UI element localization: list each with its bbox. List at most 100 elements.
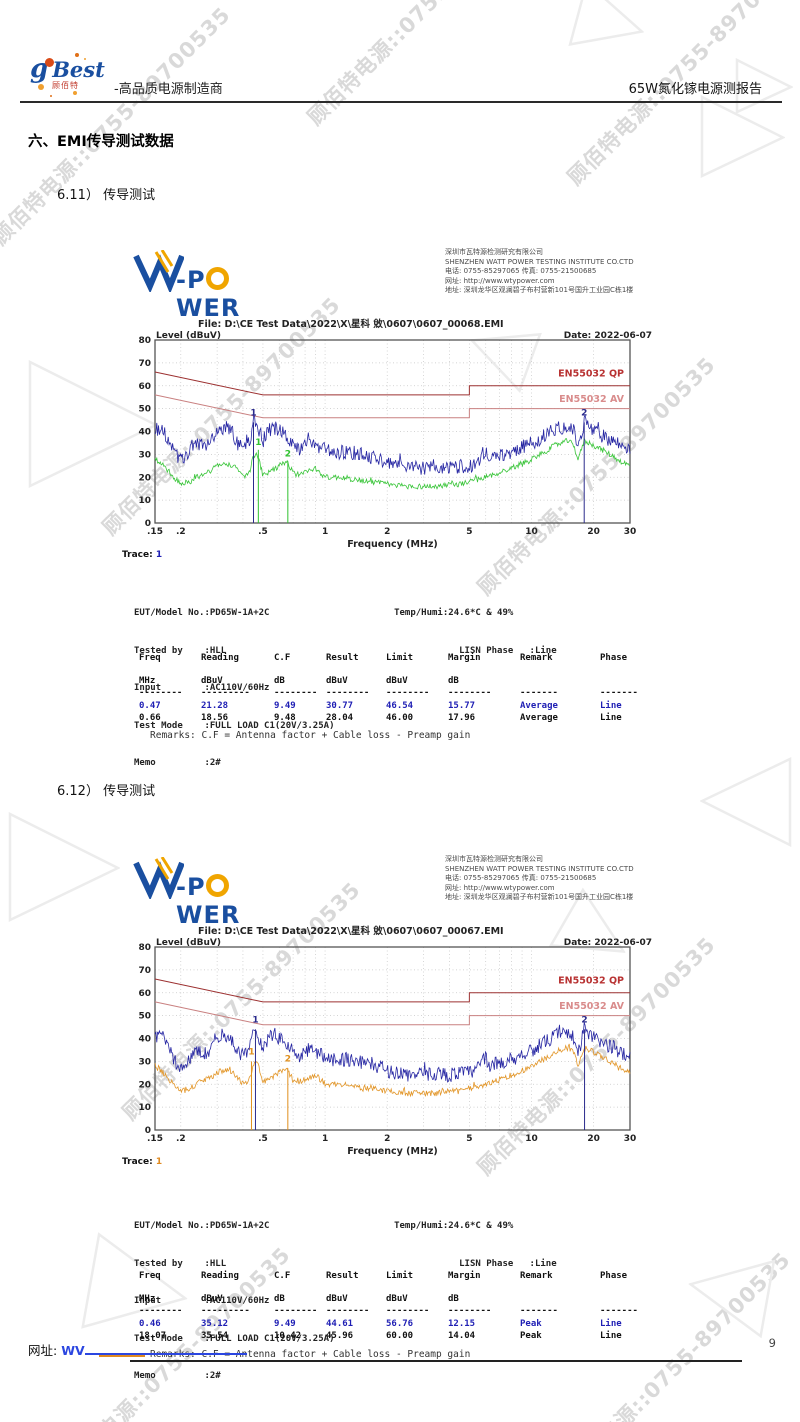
emi-chart-1: 0 10 20 30 40 50 60 70 80 .15 .2 .5 1 2 5 10 20 30 Frequen… — [138, 336, 637, 550]
svg-text:80: 80 — [138, 943, 151, 953]
emi-chart-2: 0 10 20 30 40 50 60 70 80 .15 .2 .5 1 2 5 10 20 30 Frequen… — [138, 943, 636, 1157]
svg-text:.2: .2 — [176, 527, 186, 537]
svg-text:20: 20 — [138, 473, 151, 483]
lab-website: 网址: http://www.wtypower.com — [445, 276, 555, 285]
svg-text:20: 20 — [138, 1080, 151, 1090]
svg-text:40: 40 — [138, 1035, 151, 1045]
svg-text:5: 5 — [466, 527, 472, 537]
table-row: Freq Reading C.F Result Limit Margin Remark Pha… — [139, 1271, 628, 1281]
svg-text:60: 60 — [138, 989, 151, 999]
results-table: Freq Reading C.F Result Limit Margin Remark Pha… — [134, 1270, 653, 1343]
triangle-watermark-icon — [700, 95, 785, 178]
svg-text:.2: .2 — [176, 1134, 186, 1144]
svg-text:1: 1 — [248, 1048, 254, 1058]
watermark-text: 顾佰特电源::0755-89700535 — [0, 2, 236, 250]
svg-text:2: 2 — [384, 527, 390, 537]
svg-text:2: 2 — [285, 450, 291, 460]
wpower-logo-text: -PWER — [176, 266, 241, 322]
trace-label: Trace: 1 — [122, 550, 163, 560]
svg-text:2: 2 — [581, 1015, 587, 1025]
gobest-logo-dot-icon — [45, 58, 55, 67]
svg-text:EN55032 AV: EN55032 AV — [559, 394, 625, 405]
svg-text:10: 10 — [138, 496, 151, 506]
file-path: File: D:\CE Test Data\2022\X\星科 敓\0607\0… — [198, 319, 504, 330]
gear-icon — [205, 874, 229, 897]
header-report-title: 65W氮化镓电源测报告 — [628, 82, 762, 97]
section-heading: 六、EMI传导测试数据 — [28, 134, 174, 150]
triangle-watermark-icon — [687, 1259, 776, 1339]
svg-text:5: 5 — [466, 1134, 472, 1144]
lab-name-en: SHENZHEN WATT POWER TESTING INSTITUTE CO… — [445, 257, 634, 266]
table-row: 0.47 21.28 9.49 30.77 46.54 15.77 Average Line — [139, 700, 622, 711]
svg-text:2: 2 — [581, 408, 587, 418]
lab-phone: 电话: 0755-85297065 传真: 0755-21500685 — [445, 874, 597, 882]
footer-site-link[interactable]: WV — [61, 1343, 85, 1358]
svg-text:2: 2 — [285, 1054, 291, 1064]
test-report-1: -PWER 深圳市瓦特源检测研究有限公司 SHENZHEN WATT POWER… — [120, 248, 685, 768]
svg-text:.15: .15 — [147, 1134, 163, 1144]
svg-text:60: 60 — [138, 382, 151, 392]
svg-text:30: 30 — [624, 527, 637, 537]
svg-text:1: 1 — [252, 1015, 258, 1025]
footer-divider — [130, 1360, 742, 1362]
wpower-w-icon — [133, 249, 185, 294]
lab-address: 地址: 深圳龙华区观澜碧子布村营新101号国升工业园C栋1楼 — [445, 893, 634, 901]
triangle-watermark-icon — [568, 0, 645, 46]
svg-text:1: 1 — [250, 408, 256, 418]
gobest-logo-subtext: 顾佰特 — [52, 81, 79, 90]
svg-text:20: 20 — [587, 1134, 600, 1144]
svg-text:EN55032 QP: EN55032 QP — [558, 976, 624, 987]
svg-text:.5: .5 — [258, 527, 268, 537]
svg-text:EN55032 AV: EN55032 AV — [559, 1001, 625, 1012]
svg-text:10: 10 — [138, 1103, 151, 1113]
lab-address: 地址: 深圳龙华区观澜碧子布村营新101号国升工业园C栋1楼 — [445, 286, 634, 294]
svg-text:20: 20 — [587, 527, 600, 537]
subsection-612: 6.12） 传导测试 — [57, 784, 156, 799]
svg-text:Frequency (MHz): Frequency (MHz) — [347, 539, 438, 550]
svg-text:Frequency (MHz): Frequency (MHz) — [347, 1146, 438, 1157]
page-number: 9 — [768, 1336, 776, 1350]
svg-text:50: 50 — [138, 1012, 151, 1022]
wpower-logo: -PWER — [132, 249, 292, 322]
gobest-logo-g: g — [30, 54, 49, 84]
svg-text:50: 50 — [138, 405, 151, 415]
trace-number: 1 — [155, 1157, 163, 1167]
remarks: Remarks: C.F = Antenna factor + Cable lo… — [150, 1349, 471, 1360]
gobest-logo-dots-icon — [38, 84, 44, 90]
footer-site: 网址: WV — [28, 1340, 247, 1359]
remarks: Remarks: C.F = Antenna factor + Cable lo… — [150, 730, 471, 741]
lab-name-cn: 深圳市瓦特源检测研究有限公司 — [445, 248, 543, 256]
y-axis-title: Level (dBuV) — [156, 938, 221, 948]
table-row: -------- --------- -------- -------- -------… — [139, 688, 638, 698]
lab-name-en: SHENZHEN WATT POWER TESTING INSTITUTE CO… — [445, 864, 634, 873]
svg-text:.5: .5 — [258, 1134, 268, 1144]
wpower-w-icon — [133, 856, 185, 901]
svg-text:10: 10 — [525, 1134, 538, 1144]
svg-text:10: 10 — [525, 527, 538, 537]
footer-link-underline-orange — [98, 1355, 145, 1357]
file-path: File: D:\CE Test Data\2022\X\星科 敓\0607\0… — [198, 926, 504, 937]
results-table: Freq Reading C.F Result Limit Margin Remark Pha… — [134, 652, 653, 725]
svg-text:1: 1 — [322, 527, 328, 537]
svg-text:70: 70 — [138, 359, 151, 369]
test-report-2: -PWER 深圳市瓦特源检测研究有限公司 SHENZHEN WATT POWER… — [120, 855, 685, 1381]
svg-text:40: 40 — [138, 428, 151, 438]
test-date: Date: 2022-06-07 — [563, 331, 652, 341]
table-row: 0.46 35.12 9.49 44.61 56.76 12.15 Peak Line — [139, 1318, 622, 1329]
lab-name-cn: 深圳市瓦特源检测研究有限公司 — [445, 855, 543, 863]
y-axis-title: Level (dBuV) — [156, 331, 221, 341]
table-row: MHz dBuV dB dBuV dBuV dB — [139, 1293, 459, 1304]
table-row: MHz dBuV dB dBuV dBuV dB — [139, 675, 459, 686]
gear-icon — [205, 267, 229, 290]
lab-website: 网址: http://www.wtypower.com — [445, 883, 555, 892]
svg-text:30: 30 — [138, 1057, 151, 1067]
svg-text:.15: .15 — [147, 527, 163, 537]
svg-text:1: 1 — [255, 438, 261, 448]
svg-text:1: 1 — [322, 1134, 328, 1144]
footer-link-underline[interactable] — [84, 1341, 247, 1357]
svg-text:70: 70 — [138, 966, 151, 976]
lab-phone: 电话: 0755-85297065 传真: 0755-21500685 — [445, 267, 597, 275]
gobest-logo: g Best 顾佰特 — [30, 54, 125, 100]
header-tagline: -高品质电源制造商 — [114, 82, 223, 97]
